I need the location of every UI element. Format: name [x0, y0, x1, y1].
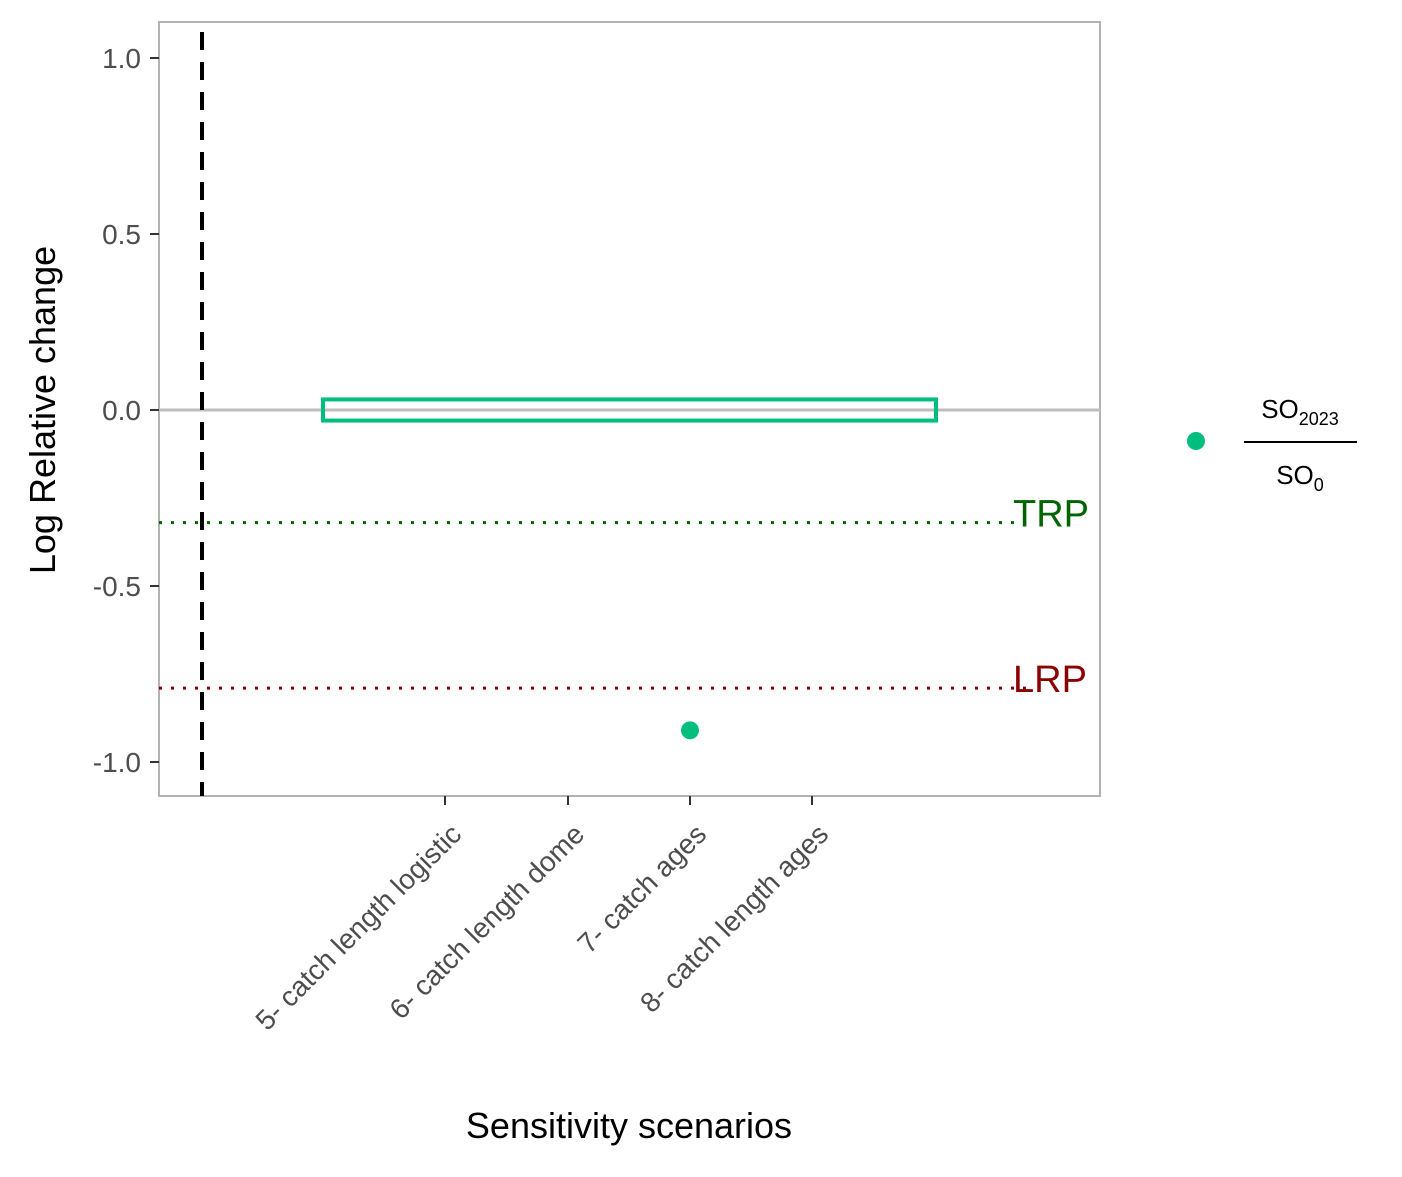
y-tick-label: 0.5 [102, 219, 141, 250]
legend-marker [1187, 432, 1205, 450]
legend-denominator-subscript: 0 [1314, 475, 1324, 495]
y-tick-label: 1.0 [102, 43, 141, 74]
legend-denominator: SO0 [1276, 460, 1324, 495]
reference-label-lrp: LRP [1013, 659, 1087, 701]
y-tick-label: -0.5 [93, 571, 141, 602]
highlight-box [321, 397, 938, 423]
y-tick-label: -1.0 [93, 747, 141, 778]
y-axis-title: Log Relative change [22, 246, 63, 574]
legend-numerator-base: SO [1261, 394, 1299, 424]
legend-numerator-subscript: 2023 [1299, 409, 1339, 429]
legend-denominator-base: SO [1276, 460, 1314, 490]
data-point [681, 721, 699, 740]
y-tick-label: 0.0 [102, 395, 141, 426]
x-tick-label: 5- catch length logistic [249, 818, 467, 1036]
x-tick-label: 7- catch ages [571, 818, 712, 959]
x-axis-title: Sensitivity scenarios [466, 1105, 792, 1146]
reference-label-trp: TRP [1013, 494, 1089, 536]
legend-numerator: SO2023 [1261, 394, 1339, 429]
